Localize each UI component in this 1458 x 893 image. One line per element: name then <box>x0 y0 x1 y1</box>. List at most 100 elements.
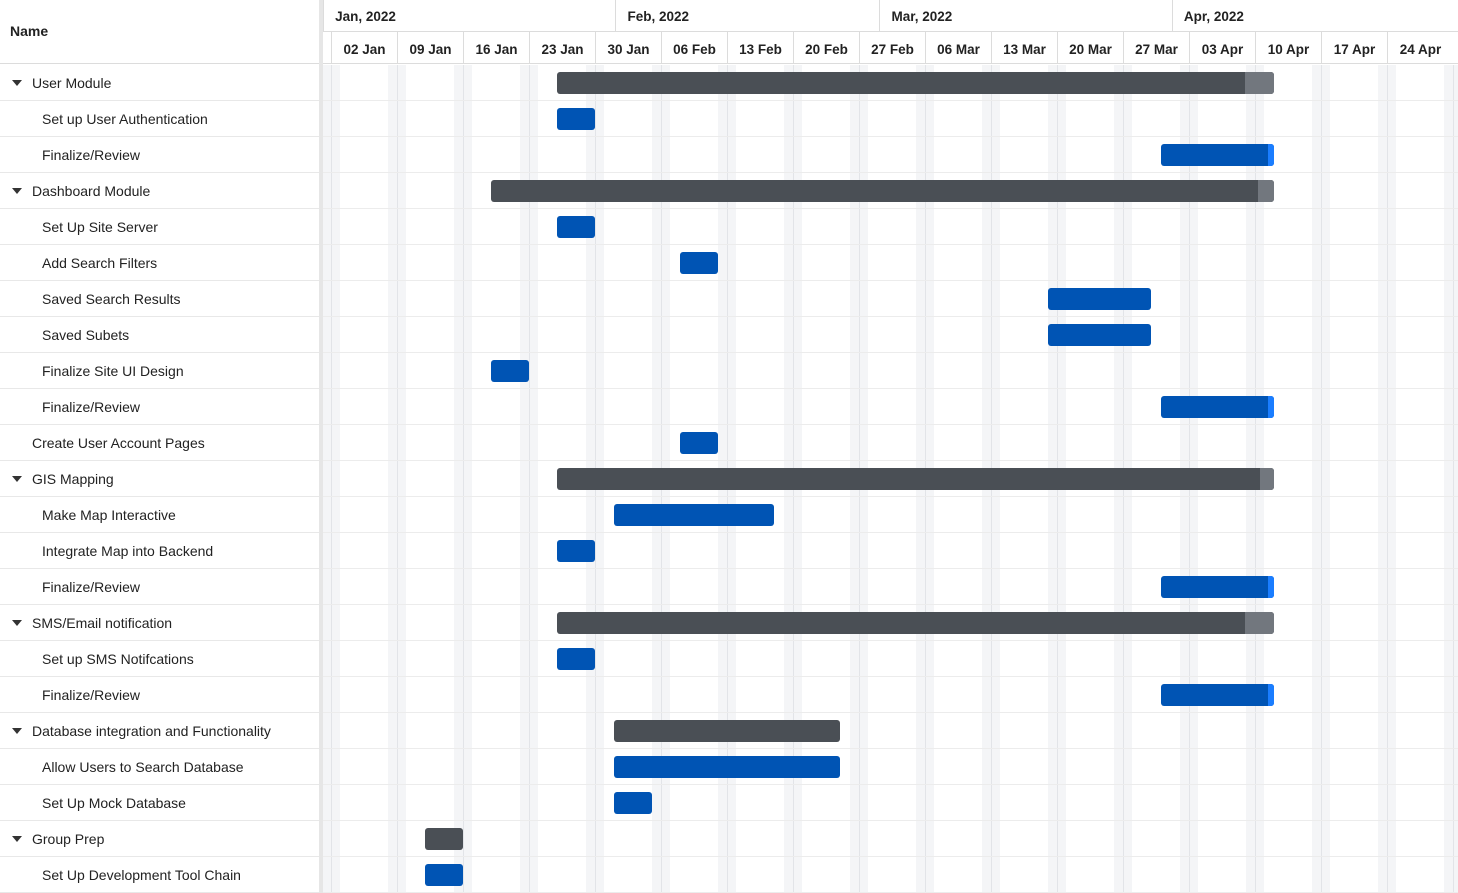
week-header-cell: 06 Feb <box>661 32 727 64</box>
row-gridline <box>323 748 1458 749</box>
tree-task-row[interactable]: Set up SMS Notifcations <box>0 641 319 677</box>
week-label: 06 Feb <box>673 42 716 57</box>
tree-task-row[interactable]: Set up User Authentication <box>0 101 319 137</box>
tree-task-row[interactable]: Finalize Site UI Design <box>0 353 319 389</box>
month-label: Feb, 2022 <box>627 9 689 24</box>
row-gridline <box>323 640 1458 641</box>
month-label: Apr, 2022 <box>1183 9 1244 24</box>
name-column-header[interactable]: Name <box>0 0 319 64</box>
task-bar[interactable] <box>557 216 595 238</box>
week-label: 13 Feb <box>739 42 782 57</box>
row-gridline <box>323 352 1458 353</box>
task-name-label: Allow Users to Search Database <box>42 759 244 775</box>
task-bar[interactable] <box>613 756 841 778</box>
row-gridline <box>323 820 1458 821</box>
weekend-shade <box>1444 65 1458 893</box>
summary-bar[interactable] <box>613 720 841 742</box>
task-name-label: SMS/Email notification <box>32 615 173 631</box>
task-name-label: GIS Mapping <box>32 471 114 487</box>
task-bar[interactable] <box>679 432 718 454</box>
tree-task-row[interactable]: Allow Users to Search Database <box>0 749 319 785</box>
task-bar[interactable] <box>1160 684 1274 706</box>
collapse-caret-icon[interactable] <box>12 80 22 86</box>
tree-group-row[interactable]: User Module <box>0 65 319 101</box>
progress-remainder <box>1268 684 1274 706</box>
row-gridline <box>323 172 1458 173</box>
week-gridline <box>1387 65 1388 893</box>
week-label: 03 Apr <box>1201 42 1244 57</box>
week-gridline <box>1453 65 1454 893</box>
task-bar[interactable] <box>1160 144 1274 166</box>
summary-bar[interactable] <box>557 468 1274 490</box>
task-bar[interactable] <box>1160 396 1274 418</box>
tree-task-row[interactable]: Set Up Mock Database <box>0 785 319 821</box>
month-header-cell: Feb, 2022 <box>615 0 879 32</box>
task-name-label: Finalize/Review <box>42 687 141 703</box>
task-name-label: Set Up Development Tool Chain <box>42 867 241 883</box>
week-label: 06 Mar <box>937 42 980 57</box>
task-name-label: Set up User Authentication <box>42 111 208 127</box>
row-gridline <box>323 568 1458 569</box>
week-header-cell: 20 Mar <box>1057 32 1123 64</box>
collapse-caret-icon[interactable] <box>12 188 22 194</box>
tree-group-row[interactable]: Dashboard Module <box>0 173 319 209</box>
week-label: 16 Jan <box>475 42 518 57</box>
tree-task-row[interactable]: Finalize/Review <box>0 569 319 605</box>
week-header-cell: 13 Feb <box>727 32 793 64</box>
tree-task-row[interactable]: Finalize/Review <box>0 137 319 173</box>
tree-task-row[interactable]: Finalize/Review <box>0 677 319 713</box>
task-name-label: Finalize/Review <box>42 399 141 415</box>
task-bar[interactable] <box>1047 324 1152 346</box>
row-gridline <box>323 424 1458 425</box>
task-bar[interactable] <box>557 540 595 562</box>
tree-task-row[interactable]: Set Up Development Tool Chain <box>0 857 319 893</box>
tree-task-row[interactable]: Make Map Interactive <box>0 497 319 533</box>
task-bar[interactable] <box>613 792 652 814</box>
row-gridline <box>323 460 1458 461</box>
task-bar[interactable] <box>425 864 463 886</box>
tree-task-row[interactable]: Saved Search Results <box>0 281 319 317</box>
month-label: Jan, 2022 <box>335 9 396 24</box>
week-label: 27 Mar <box>1135 42 1178 57</box>
tree-task-row[interactable]: Saved Subets <box>0 317 319 353</box>
tree-task-row[interactable]: Finalize/Review <box>0 389 319 425</box>
row-gridline <box>323 532 1458 533</box>
tree-task-row[interactable]: Integrate Map into Backend <box>0 533 319 569</box>
task-bar[interactable] <box>1160 576 1274 598</box>
tree-group-row[interactable]: Database integration and Functionality <box>0 713 319 749</box>
summary-bar[interactable] <box>557 612 1274 634</box>
month-header-cell: Mar, 2022 <box>879 0 1171 32</box>
collapse-caret-icon[interactable] <box>12 728 22 734</box>
panel-splitter[interactable] <box>319 0 323 893</box>
tree-group-row[interactable]: Group Prep <box>0 821 319 857</box>
row-gridline <box>323 856 1458 857</box>
task-bar[interactable] <box>679 252 718 274</box>
task-bar[interactable] <box>491 360 529 382</box>
week-label: 17 Apr <box>1333 42 1376 57</box>
tree-task-row[interactable]: Set Up Site Server <box>0 209 319 245</box>
week-label: 20 Feb <box>805 42 848 57</box>
row-gridline <box>323 100 1458 101</box>
task-bar[interactable] <box>613 504 775 526</box>
summary-bar[interactable] <box>557 72 1274 94</box>
task-bar[interactable] <box>557 648 595 670</box>
task-name-label: Create User Account Pages <box>32 435 205 451</box>
collapse-caret-icon[interactable] <box>12 836 22 842</box>
collapse-caret-icon[interactable] <box>12 476 22 482</box>
tree-group-row[interactable]: GIS Mapping <box>0 461 319 497</box>
tree-group-row[interactable]: SMS/Email notification <box>0 605 319 641</box>
tree-task-row[interactable]: Add Search Filters <box>0 245 319 281</box>
progress-remainder <box>1245 612 1274 634</box>
week-header-cell: 17 Apr <box>1321 32 1387 64</box>
summary-bar[interactable] <box>491 180 1274 202</box>
summary-bar[interactable] <box>425 828 463 850</box>
week-gridline <box>529 65 530 893</box>
task-bar[interactable] <box>1047 288 1152 310</box>
row-gridline <box>323 712 1458 713</box>
collapse-caret-icon[interactable] <box>12 620 22 626</box>
tree-group-row[interactable]: Create User Account Pages <box>0 425 319 461</box>
week-gridline <box>397 65 398 893</box>
task-bar[interactable] <box>557 108 595 130</box>
week-header-cell: 03 Apr <box>1189 32 1255 64</box>
week-label: 09 Jan <box>409 42 452 57</box>
